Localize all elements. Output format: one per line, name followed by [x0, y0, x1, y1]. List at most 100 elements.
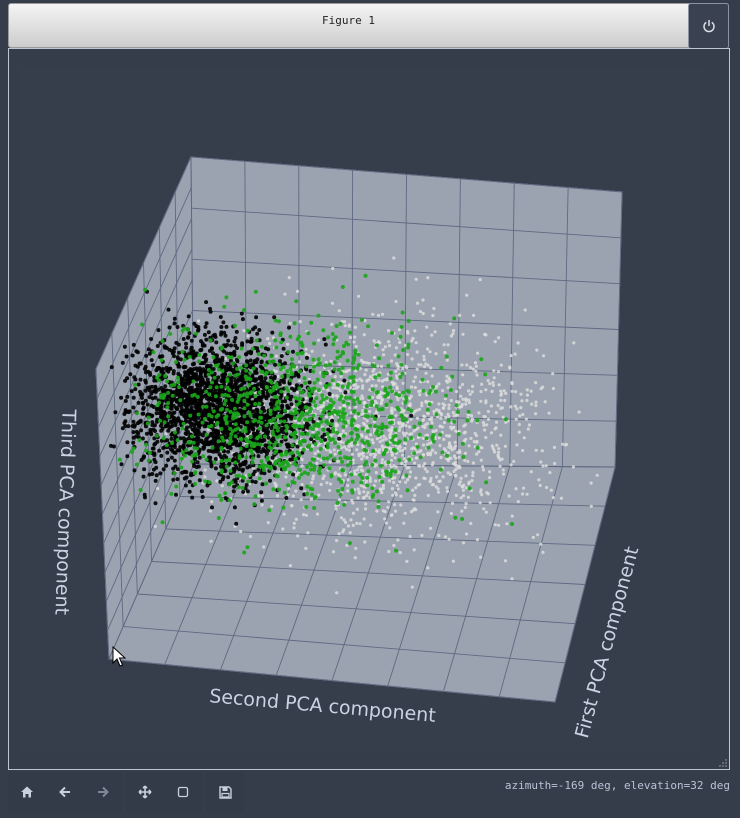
- left-gridline: [99, 248, 193, 457]
- scatter-point: [223, 435, 228, 440]
- scatter-point: [195, 394, 200, 399]
- scatter-point: [284, 475, 288, 479]
- scatter-point: [430, 421, 434, 425]
- scatter-point: [330, 301, 335, 305]
- scatter-point: [291, 472, 295, 477]
- scatter-point: [239, 311, 244, 316]
- forward-button[interactable]: [84, 772, 122, 812]
- scatter-point: [234, 521, 239, 526]
- scatter-point: [356, 496, 360, 500]
- scatter-point: [183, 353, 188, 357]
- scatter-point: [466, 409, 471, 414]
- left-gridline: [98, 218, 193, 428]
- scatter-point: [272, 451, 277, 455]
- scatter-point: [159, 415, 164, 420]
- scatter-point: [285, 470, 289, 474]
- scatter-point: [501, 415, 505, 419]
- scatter-point: [370, 495, 375, 499]
- scatter-point: [367, 443, 371, 447]
- scatter-point: [254, 383, 259, 388]
- scatter-point: [219, 426, 224, 431]
- scatter-point: [420, 404, 424, 408]
- scatter-point: [287, 470, 292, 475]
- back-button[interactable]: [46, 772, 84, 812]
- scatter-point: [348, 375, 353, 380]
- scatter-point: [463, 458, 467, 462]
- scatter-point: [194, 324, 199, 329]
- home-button[interactable]: [8, 772, 46, 812]
- scatter-point: [209, 462, 214, 467]
- scatter-point: [595, 473, 599, 477]
- scatter-point: [159, 409, 164, 413]
- scatter-point: [143, 424, 148, 429]
- scatter-point: [398, 425, 402, 429]
- scatter-point: [317, 471, 322, 476]
- figure-canvas[interactable]: First PCA component Second PCA component…: [8, 48, 730, 770]
- scatter-point: [429, 424, 433, 429]
- zoom-rect-button[interactable]: [164, 772, 202, 812]
- scatter-point: [157, 448, 162, 453]
- scatter-point: [495, 443, 499, 447]
- scatter-point: [355, 521, 359, 525]
- scatter-3d-chart[interactable]: First PCA component Second PCA component…: [19, 69, 702, 752]
- scatter-point: [191, 415, 196, 420]
- scatter-point: [248, 406, 253, 411]
- scatter-point: [211, 351, 215, 356]
- scatter-point: [541, 464, 545, 468]
- scatter-point: [210, 500, 214, 504]
- scatter-point: [395, 483, 399, 488]
- scatter-point: [175, 325, 180, 329]
- scatter-point: [245, 465, 250, 470]
- scatter-point: [158, 395, 163, 400]
- scatter-point: [333, 452, 337, 456]
- scatter-point: [282, 490, 287, 495]
- scatter-point: [475, 440, 479, 444]
- scatter-point: [368, 423, 373, 428]
- scatter-point: [309, 437, 314, 442]
- scatter-point: [219, 447, 224, 452]
- scatter-point: [517, 422, 521, 427]
- scatter-point: [237, 467, 241, 472]
- scatter-point: [372, 339, 376, 343]
- scatter-point: [245, 339, 250, 344]
- scatter-point: [398, 340, 402, 344]
- scatter-point: [292, 321, 297, 326]
- scatter-point: [347, 541, 352, 546]
- scatter-point: [475, 373, 479, 377]
- scatter-point: [322, 353, 326, 357]
- scatter-point: [227, 482, 232, 487]
- scatter-point: [235, 372, 240, 377]
- scatter-point: [390, 453, 394, 457]
- scatter-point: [440, 450, 445, 455]
- scatter-point: [352, 402, 357, 407]
- scatter-point: [401, 366, 405, 370]
- scatter-point: [471, 384, 475, 388]
- close-figure-button[interactable]: [688, 3, 729, 49]
- scatter-point: [189, 338, 194, 343]
- back-gridline: [192, 361, 618, 376]
- scatter-point: [252, 386, 257, 391]
- scatter-point: [341, 415, 346, 420]
- scatter-point: [213, 457, 218, 461]
- resize-grip-icon[interactable]: [719, 759, 727, 767]
- scatter-point: [421, 453, 425, 457]
- scatter-point: [240, 343, 245, 348]
- scatter-point: [355, 468, 360, 472]
- scatter-point: [124, 354, 129, 359]
- scatter-point: [517, 430, 521, 434]
- scatter-point: [479, 458, 483, 462]
- scatter-point: [172, 346, 177, 351]
- scatter-point: [429, 418, 433, 422]
- scatter-point: [352, 409, 357, 414]
- scatter-point: [184, 341, 188, 346]
- pan-button[interactable]: [126, 772, 164, 812]
- scatter-point: [296, 471, 300, 475]
- scatter-point: [256, 454, 261, 459]
- scatter-point: [408, 470, 413, 474]
- scatter-point: [357, 294, 361, 298]
- scatter-point: [204, 404, 209, 409]
- save-button[interactable]: [206, 772, 244, 812]
- scatter-point: [539, 542, 543, 546]
- scatter-point: [316, 313, 321, 318]
- plot-area[interactable]: First PCA component Second PCA component…: [19, 69, 702, 752]
